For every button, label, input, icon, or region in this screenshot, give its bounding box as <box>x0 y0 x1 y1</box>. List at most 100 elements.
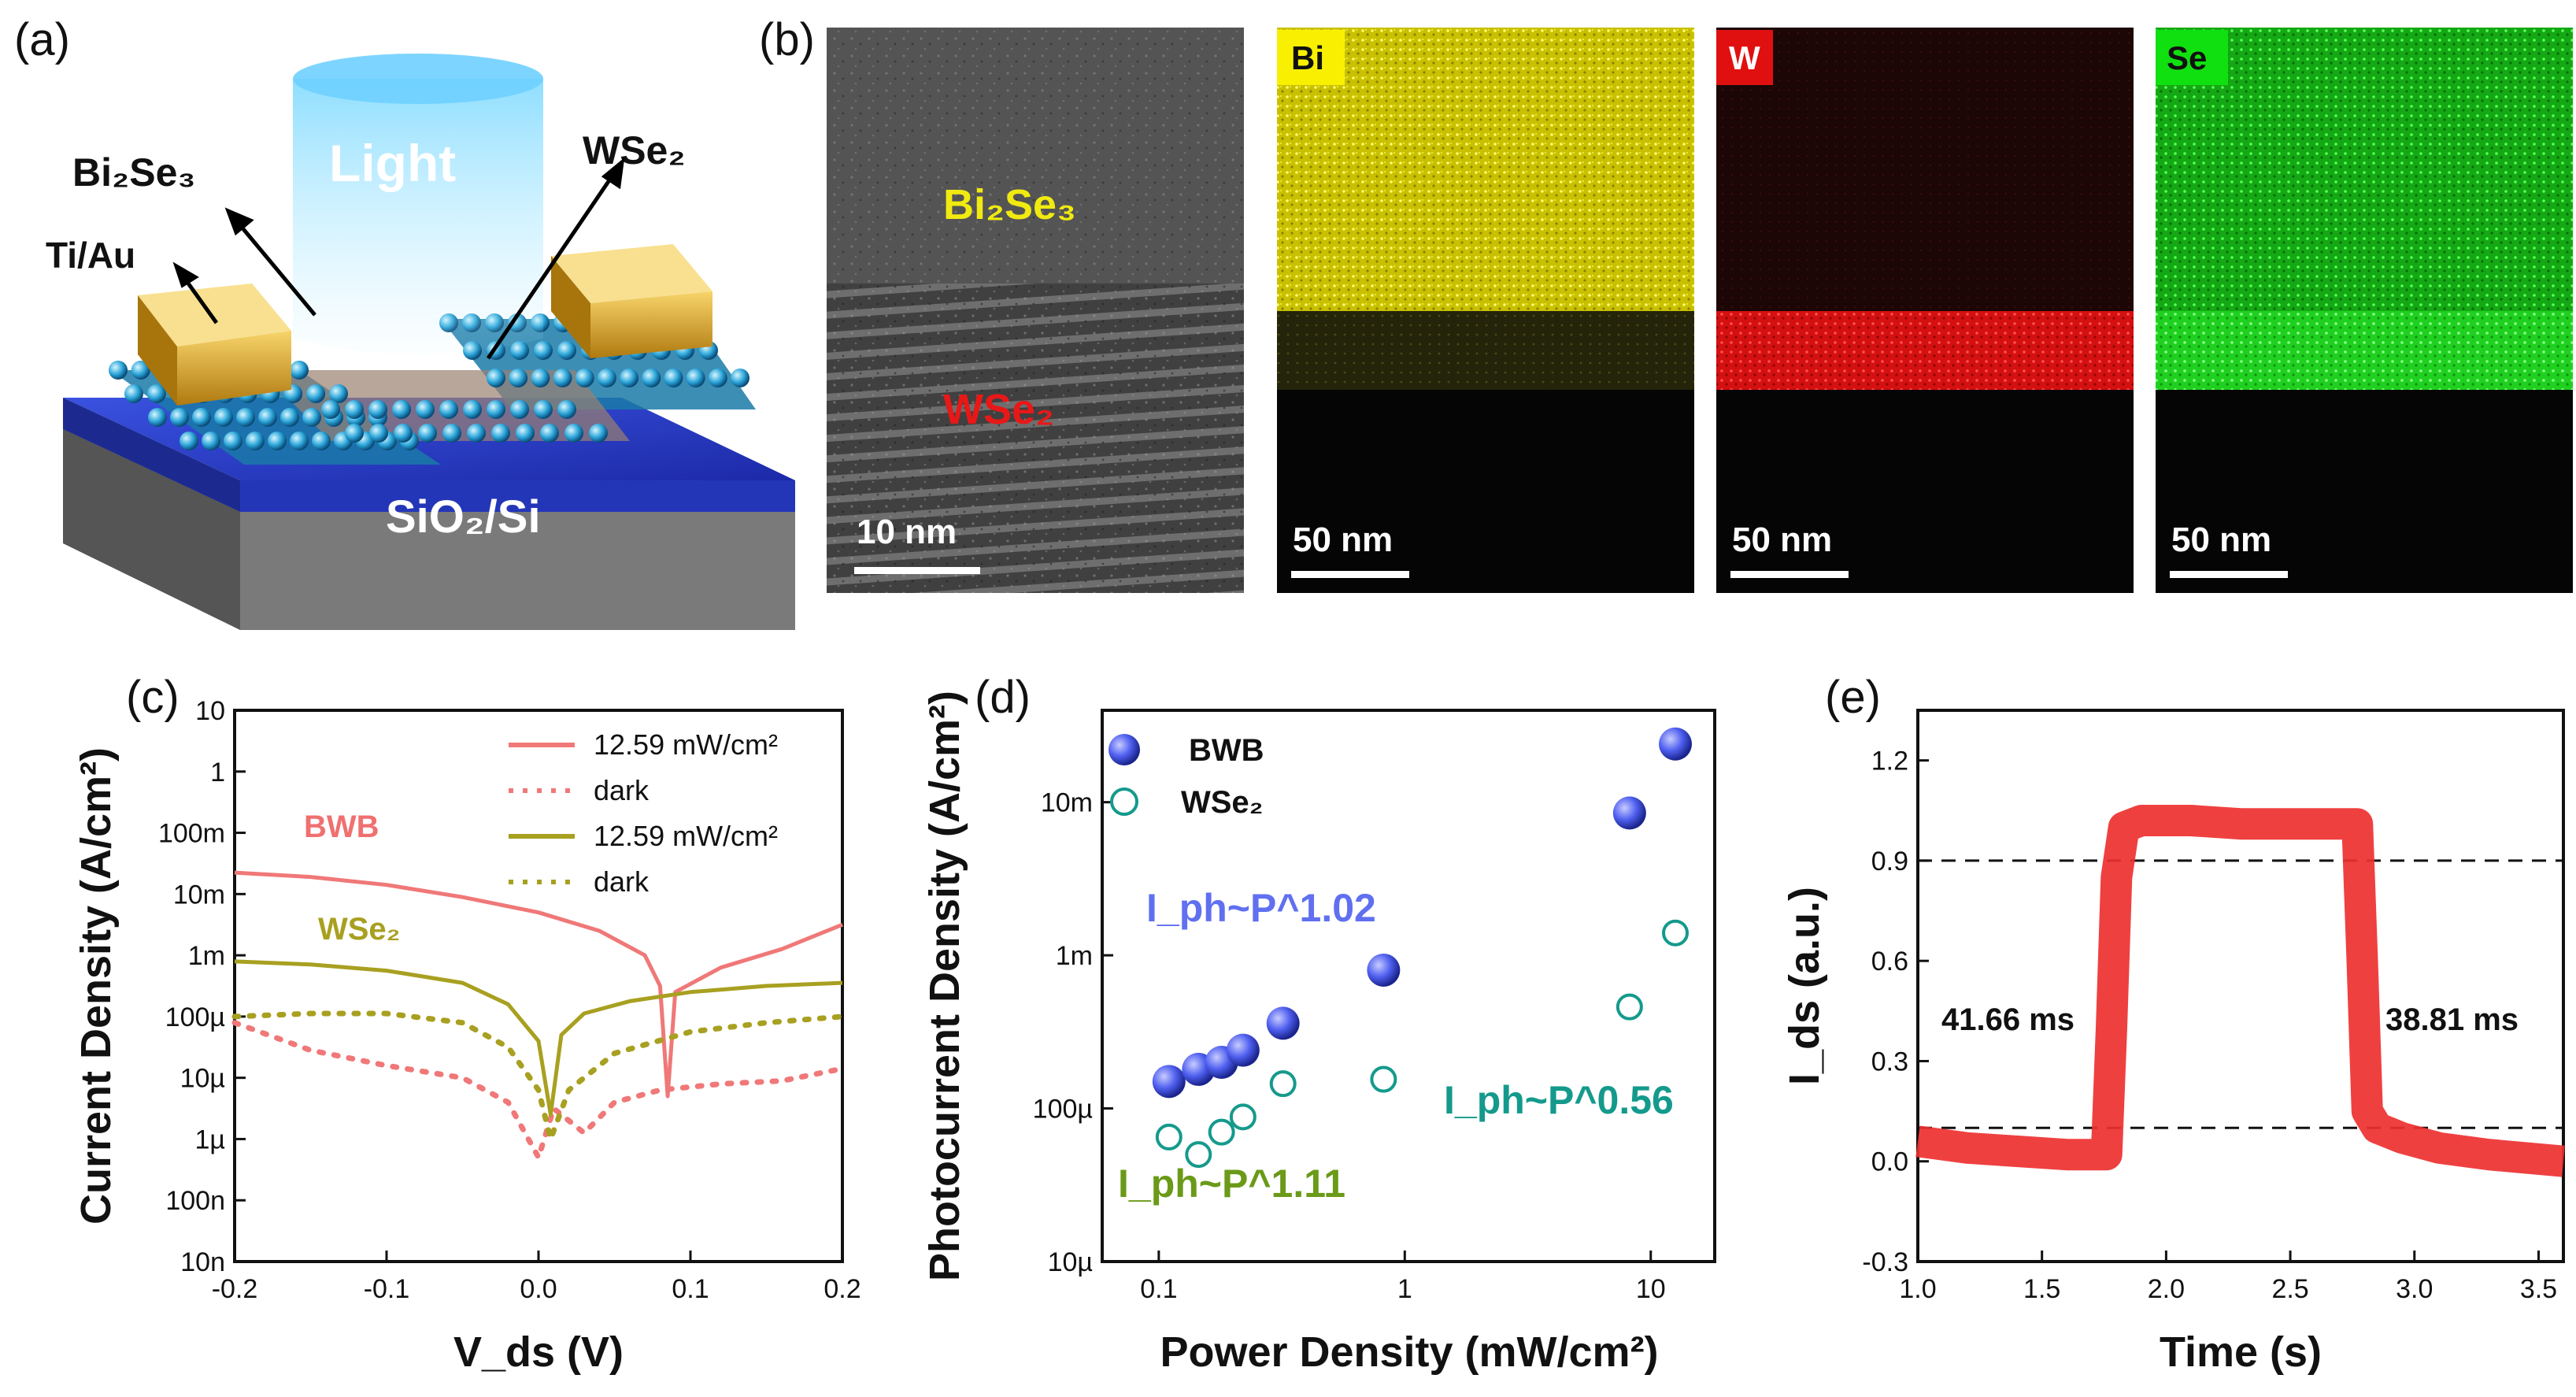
atom-70 <box>642 369 661 387</box>
e-xtick-label-5: 3.5 <box>2520 1274 2557 1304</box>
e-xtick-label-4: 3.0 <box>2396 1274 2433 1304</box>
panel-b: (b) Bi₂Se₃ WSe₂ 10 nm Bi 50 nm <box>759 14 2573 593</box>
atom-90 <box>442 424 461 443</box>
w-tag <box>1716 30 1773 85</box>
annotation-rise-time: 41.66 ms <box>1941 1002 2074 1037</box>
legend-d-1: WSe₂ <box>1181 785 1263 820</box>
panel-d-label: (d) <box>975 672 1031 723</box>
c-ytick-label-8: 1 <box>210 758 225 787</box>
legend-d-swatch-0 <box>1108 734 1140 765</box>
chart-d-xlabel: Power Density (mW/cm²) <box>1160 1328 1658 1376</box>
atom-55 <box>534 341 553 360</box>
atom-66 <box>553 369 572 387</box>
d-wse2-point-1 <box>1185 1141 1212 1169</box>
e-ytick-label-0: -0.3 <box>1862 1247 1908 1277</box>
c-xtick-label-2: 0.0 <box>520 1274 557 1304</box>
atom-36 <box>312 432 331 450</box>
legend-c-2: 12.59 mW/cm² <box>594 820 778 852</box>
chart-c-ylabel: Current Density (A/cm²) <box>72 747 120 1225</box>
panel-c-label: (c) <box>126 672 180 723</box>
atom-30 <box>180 432 198 450</box>
atom-8 <box>290 361 309 380</box>
atom-18 <box>329 384 348 403</box>
atom-75 <box>321 400 340 419</box>
c-ytick-label-3: 10µ <box>180 1064 225 1094</box>
e-ytick-label-4: 0.9 <box>1871 847 1908 876</box>
chart-e-ylabel: I_ds (a.u.) <box>1781 887 1828 1085</box>
d-wse2-point-0 <box>1155 1123 1183 1151</box>
e-xtick-label-0: 1.0 <box>1899 1274 1936 1304</box>
annotation-bwb-fit: I_ph~P^1.02 <box>1146 886 1376 930</box>
c-ytick-label-6: 10m <box>173 880 225 910</box>
e-xtick-label-3: 2.5 <box>2271 1274 2308 1304</box>
atom-67 <box>575 369 594 387</box>
se-scale-label: 50 nm <box>2171 521 2271 559</box>
panel-c: (c) -0.2 -0.1 0.0 0.1 0.2 10n 100n 1µ 10µ 100µ 1m 1… <box>72 672 861 1376</box>
c-xtick-label-1: -0.1 <box>364 1274 410 1304</box>
legend-d-0: BWB <box>1189 733 1264 768</box>
substrate-label: SiO₂/Si <box>386 491 541 543</box>
bi-scale-label: 50 nm <box>1293 521 1393 559</box>
chart-c-legend: 12.59 mW/cm² dark 12.59 mW/cm² dark <box>509 728 778 898</box>
panel-e: (e) 1.0 1.5 2.0 2.5 3.0 3.5-0.30.00.30.60.91.… <box>1781 672 2565 1376</box>
atom-77 <box>368 400 387 419</box>
d-ytick-label-2: 1m <box>1056 941 1093 971</box>
c-ytick-label-5: 1m <box>188 941 225 971</box>
d-bwb-point-3 <box>1226 1033 1260 1067</box>
legend-d-swatch-1 <box>1110 787 1138 816</box>
d-ytick-label-1: 100µ <box>1033 1095 1093 1125</box>
atom-10 <box>146 384 166 403</box>
legend-c-1: dark <box>594 774 650 806</box>
wse2-label: WSe₂ <box>583 128 686 172</box>
tem-image: Bi₂Se₃ WSe₂ 10 nm <box>827 28 1244 593</box>
eds-map-bi: Bi 50 nm <box>1277 28 1694 593</box>
c-ytick-label-9: 10 <box>195 696 225 726</box>
chart-e-ticks: 1.0 1.5 2.0 2.5 3.0 3.5 -0.3 0.0 0.3 0.6 0.9 1.2 <box>1862 747 2557 1304</box>
w-scale-bar <box>1730 571 1849 578</box>
atom-82 <box>487 400 505 419</box>
atom-63 <box>487 369 505 387</box>
se-scale-bar <box>2170 571 2288 578</box>
atom-17 <box>306 384 326 403</box>
chart-d-legend: BWB WSe₂ <box>1108 733 1264 820</box>
atom-65 <box>531 369 550 387</box>
tiau-electrode-right <box>551 244 712 358</box>
panel-d: (d) 0.1 1 10 10µ 100µ 1m 10m BWB WSe₂ I_ph~P^1… <box>921 672 1716 1376</box>
c-series-3 <box>231 1010 846 1142</box>
atom-96 <box>589 424 608 443</box>
atom-81 <box>463 400 482 419</box>
atom-54 <box>510 341 529 360</box>
eds-map-se: Se 50 nm <box>2156 28 2573 593</box>
bi2se3-label: Bi₂Se₃ <box>72 150 196 195</box>
tem-scale-bar <box>854 567 980 574</box>
e-xtick-label-2: 2.0 <box>2148 1274 2185 1304</box>
chart-c-xlabel: V_ds (V) <box>453 1328 624 1376</box>
substrate-left <box>63 429 240 630</box>
e-series-0 <box>1915 805 2565 1177</box>
tem-wse2-label: WSe₂ <box>943 386 1054 433</box>
tiau-label: Ti/Au <box>46 235 135 276</box>
se-tag <box>2156 30 2228 85</box>
atom-72 <box>686 369 705 387</box>
atom-71 <box>664 369 683 387</box>
chart-c-series <box>231 870 846 1161</box>
atom-64 <box>509 369 528 387</box>
atom-9 <box>124 384 143 403</box>
d-bwb-point-4 <box>1266 1006 1300 1040</box>
light-beam <box>293 54 543 354</box>
atom-32 <box>224 432 242 450</box>
atom-92 <box>491 424 510 443</box>
atom-78 <box>392 400 411 419</box>
annotation-wse2-fit-high: I_ph~P^0.56 <box>1444 1078 1674 1122</box>
chart-e-frame <box>1916 709 2565 1263</box>
atom-83 <box>510 400 529 419</box>
w-scale-label: 50 nm <box>1732 521 1832 559</box>
c-xtick-label-4: 0.2 <box>824 1274 861 1304</box>
c-xtick-label-3: 0.1 <box>672 1274 709 1304</box>
atom-84 <box>534 400 553 419</box>
d-ytick-label-3: 10m <box>1041 788 1093 818</box>
atom-76 <box>345 400 364 419</box>
panel-a-label: (a) <box>14 14 70 65</box>
atom-86 <box>345 424 364 443</box>
annotation-wse2-fit-low: I_ph~P^1.11 <box>1118 1162 1345 1206</box>
